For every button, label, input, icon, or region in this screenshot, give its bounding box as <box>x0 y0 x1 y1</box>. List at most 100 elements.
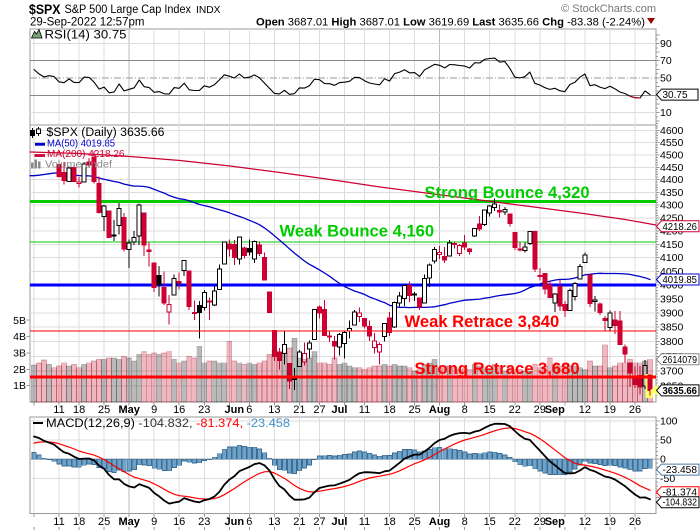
svg-text:1B: 1B <box>13 380 26 392</box>
svg-text:11: 11 <box>53 516 64 528</box>
svg-text:4218.26: 4218.26 <box>663 222 698 233</box>
svg-text:Jun: Jun <box>225 516 245 528</box>
svg-text:Aug: Aug <box>429 404 450 416</box>
svg-text:19: 19 <box>604 404 616 416</box>
svg-text:Volume undef: Volume undef <box>45 159 112 171</box>
svg-text:4400: 4400 <box>660 174 684 186</box>
svg-text:Open 3687.01 High 3687.01 Low: Open 3687.01 High 3687.01 Low 3619.69 La… <box>256 17 645 29</box>
svg-text:3950: 3950 <box>660 293 684 305</box>
svg-text:26: 26 <box>629 404 641 416</box>
svg-text:2B: 2B <box>13 364 26 376</box>
svg-text:Sep: Sep <box>545 516 565 528</box>
svg-text:23: 23 <box>198 404 210 416</box>
svg-text:8: 8 <box>462 404 468 416</box>
svg-text:3700: 3700 <box>660 366 684 378</box>
svg-text:MACD(12,26,9) -104.832, -81.37: MACD(12,26,9) -104.832, -81.374, -23.458 <box>46 418 290 430</box>
svg-text:21: 21 <box>293 516 305 528</box>
svg-text:Jun: Jun <box>225 404 245 416</box>
svg-text:29: 29 <box>534 404 546 416</box>
svg-text:16: 16 <box>173 404 185 416</box>
svg-text:3635.66: 3635.66 <box>663 386 698 397</box>
svg-text:30.75: 30.75 <box>663 90 688 101</box>
svg-text:-50: -50 <box>660 473 675 485</box>
svg-text:4300: 4300 <box>660 200 684 212</box>
svg-text:26: 26 <box>629 516 641 528</box>
svg-text:4350: 4350 <box>660 187 684 199</box>
svg-text:© StockCharts.com: © StockCharts.com <box>561 3 656 15</box>
svg-text:Sep: Sep <box>545 404 565 416</box>
svg-text:13: 13 <box>268 516 280 528</box>
svg-text:70: 70 <box>660 55 672 67</box>
svg-text:13: 13 <box>268 404 280 416</box>
svg-text:3850: 3850 <box>660 322 684 334</box>
svg-text:Jul: Jul <box>332 516 348 528</box>
svg-text:MA(50) 4019.85: MA(50) 4019.85 <box>47 138 115 150</box>
svg-text:18: 18 <box>383 404 395 416</box>
svg-text:27: 27 <box>313 516 325 528</box>
svg-text:Strong Bounce 4,320: Strong Bounce 4,320 <box>425 183 590 202</box>
svg-text:Weak Retrace 3,840: Weak Retrace 3,840 <box>405 312 560 331</box>
svg-text:4500: 4500 <box>660 149 684 161</box>
svg-text:4450: 4450 <box>660 162 684 174</box>
svg-text:29: 29 <box>534 516 546 528</box>
svg-text:22: 22 <box>509 404 521 416</box>
svg-text:4600: 4600 <box>660 125 684 137</box>
svg-text:3800: 3800 <box>660 336 684 348</box>
svg-text:-104.832: -104.832 <box>663 498 698 509</box>
svg-text:May: May <box>118 516 140 528</box>
svg-text:4550: 4550 <box>660 137 684 149</box>
svg-text:4B: 4B <box>13 331 26 343</box>
svg-text:$SPX (Daily) 3635.66: $SPX (Daily) 3635.66 <box>47 127 165 139</box>
svg-text:MA(200) 4218.26: MA(200) 4218.26 <box>47 148 125 160</box>
svg-text:INDX: INDX <box>196 4 221 16</box>
svg-text:6: 6 <box>246 404 252 416</box>
svg-text:100: 100 <box>660 415 678 427</box>
svg-text:18: 18 <box>73 404 85 416</box>
svg-text:4019.85: 4019.85 <box>663 275 698 286</box>
svg-text:12: 12 <box>579 516 591 528</box>
svg-text:5B: 5B <box>13 315 26 327</box>
svg-text:90: 90 <box>660 38 672 50</box>
svg-text:6: 6 <box>246 516 252 528</box>
svg-text:12: 12 <box>579 404 591 416</box>
svg-text:Aug: Aug <box>429 516 450 528</box>
svg-text:Jul: Jul <box>332 404 348 416</box>
svg-text:21: 21 <box>293 404 305 416</box>
svg-text:S&P 500 Large Cap Index: S&P 500 Large Cap Index <box>65 4 192 16</box>
svg-text:25: 25 <box>408 516 420 528</box>
svg-text:18: 18 <box>383 516 395 528</box>
svg-text:10: 10 <box>660 107 672 119</box>
svg-text:4100: 4100 <box>660 252 684 264</box>
svg-text:50: 50 <box>660 73 672 85</box>
svg-text:Strong Retrace 3,680: Strong Retrace 3,680 <box>415 359 580 378</box>
svg-text:Weak Bounce 4,160: Weak Bounce 4,160 <box>280 222 435 241</box>
svg-text:9: 9 <box>151 404 157 416</box>
svg-text:3900: 3900 <box>660 307 684 319</box>
svg-text:27: 27 <box>313 404 325 416</box>
svg-text:RSI(14) 30.75: RSI(14) 30.75 <box>45 30 127 42</box>
svg-text:11: 11 <box>359 516 370 528</box>
svg-text:May: May <box>118 404 140 416</box>
svg-text:8: 8 <box>462 516 468 528</box>
svg-text:0: 0 <box>660 454 666 466</box>
svg-text:11: 11 <box>359 404 370 416</box>
svg-text:-81.374: -81.374 <box>663 488 698 499</box>
svg-text:$SPX: $SPX <box>29 1 61 17</box>
svg-text:9: 9 <box>151 516 157 528</box>
svg-text:29-Sep-2022 12:57pm: 29-Sep-2022 12:57pm <box>30 17 144 29</box>
svg-text:2614079: 2614079 <box>663 355 698 366</box>
svg-text:15: 15 <box>484 516 496 528</box>
svg-text:15: 15 <box>484 404 496 416</box>
svg-text:18: 18 <box>73 516 85 528</box>
svg-text:22: 22 <box>509 516 521 528</box>
svg-text:16: 16 <box>173 516 185 528</box>
svg-text:19: 19 <box>604 516 616 528</box>
svg-text:23: 23 <box>198 516 210 528</box>
svg-text:50: 50 <box>660 435 672 447</box>
svg-text:25: 25 <box>98 516 110 528</box>
svg-text:-23.458: -23.458 <box>663 465 698 476</box>
svg-text:25: 25 <box>408 404 420 416</box>
svg-text:25: 25 <box>98 404 110 416</box>
svg-text:11: 11 <box>53 404 64 416</box>
svg-text:3B: 3B <box>13 347 26 359</box>
